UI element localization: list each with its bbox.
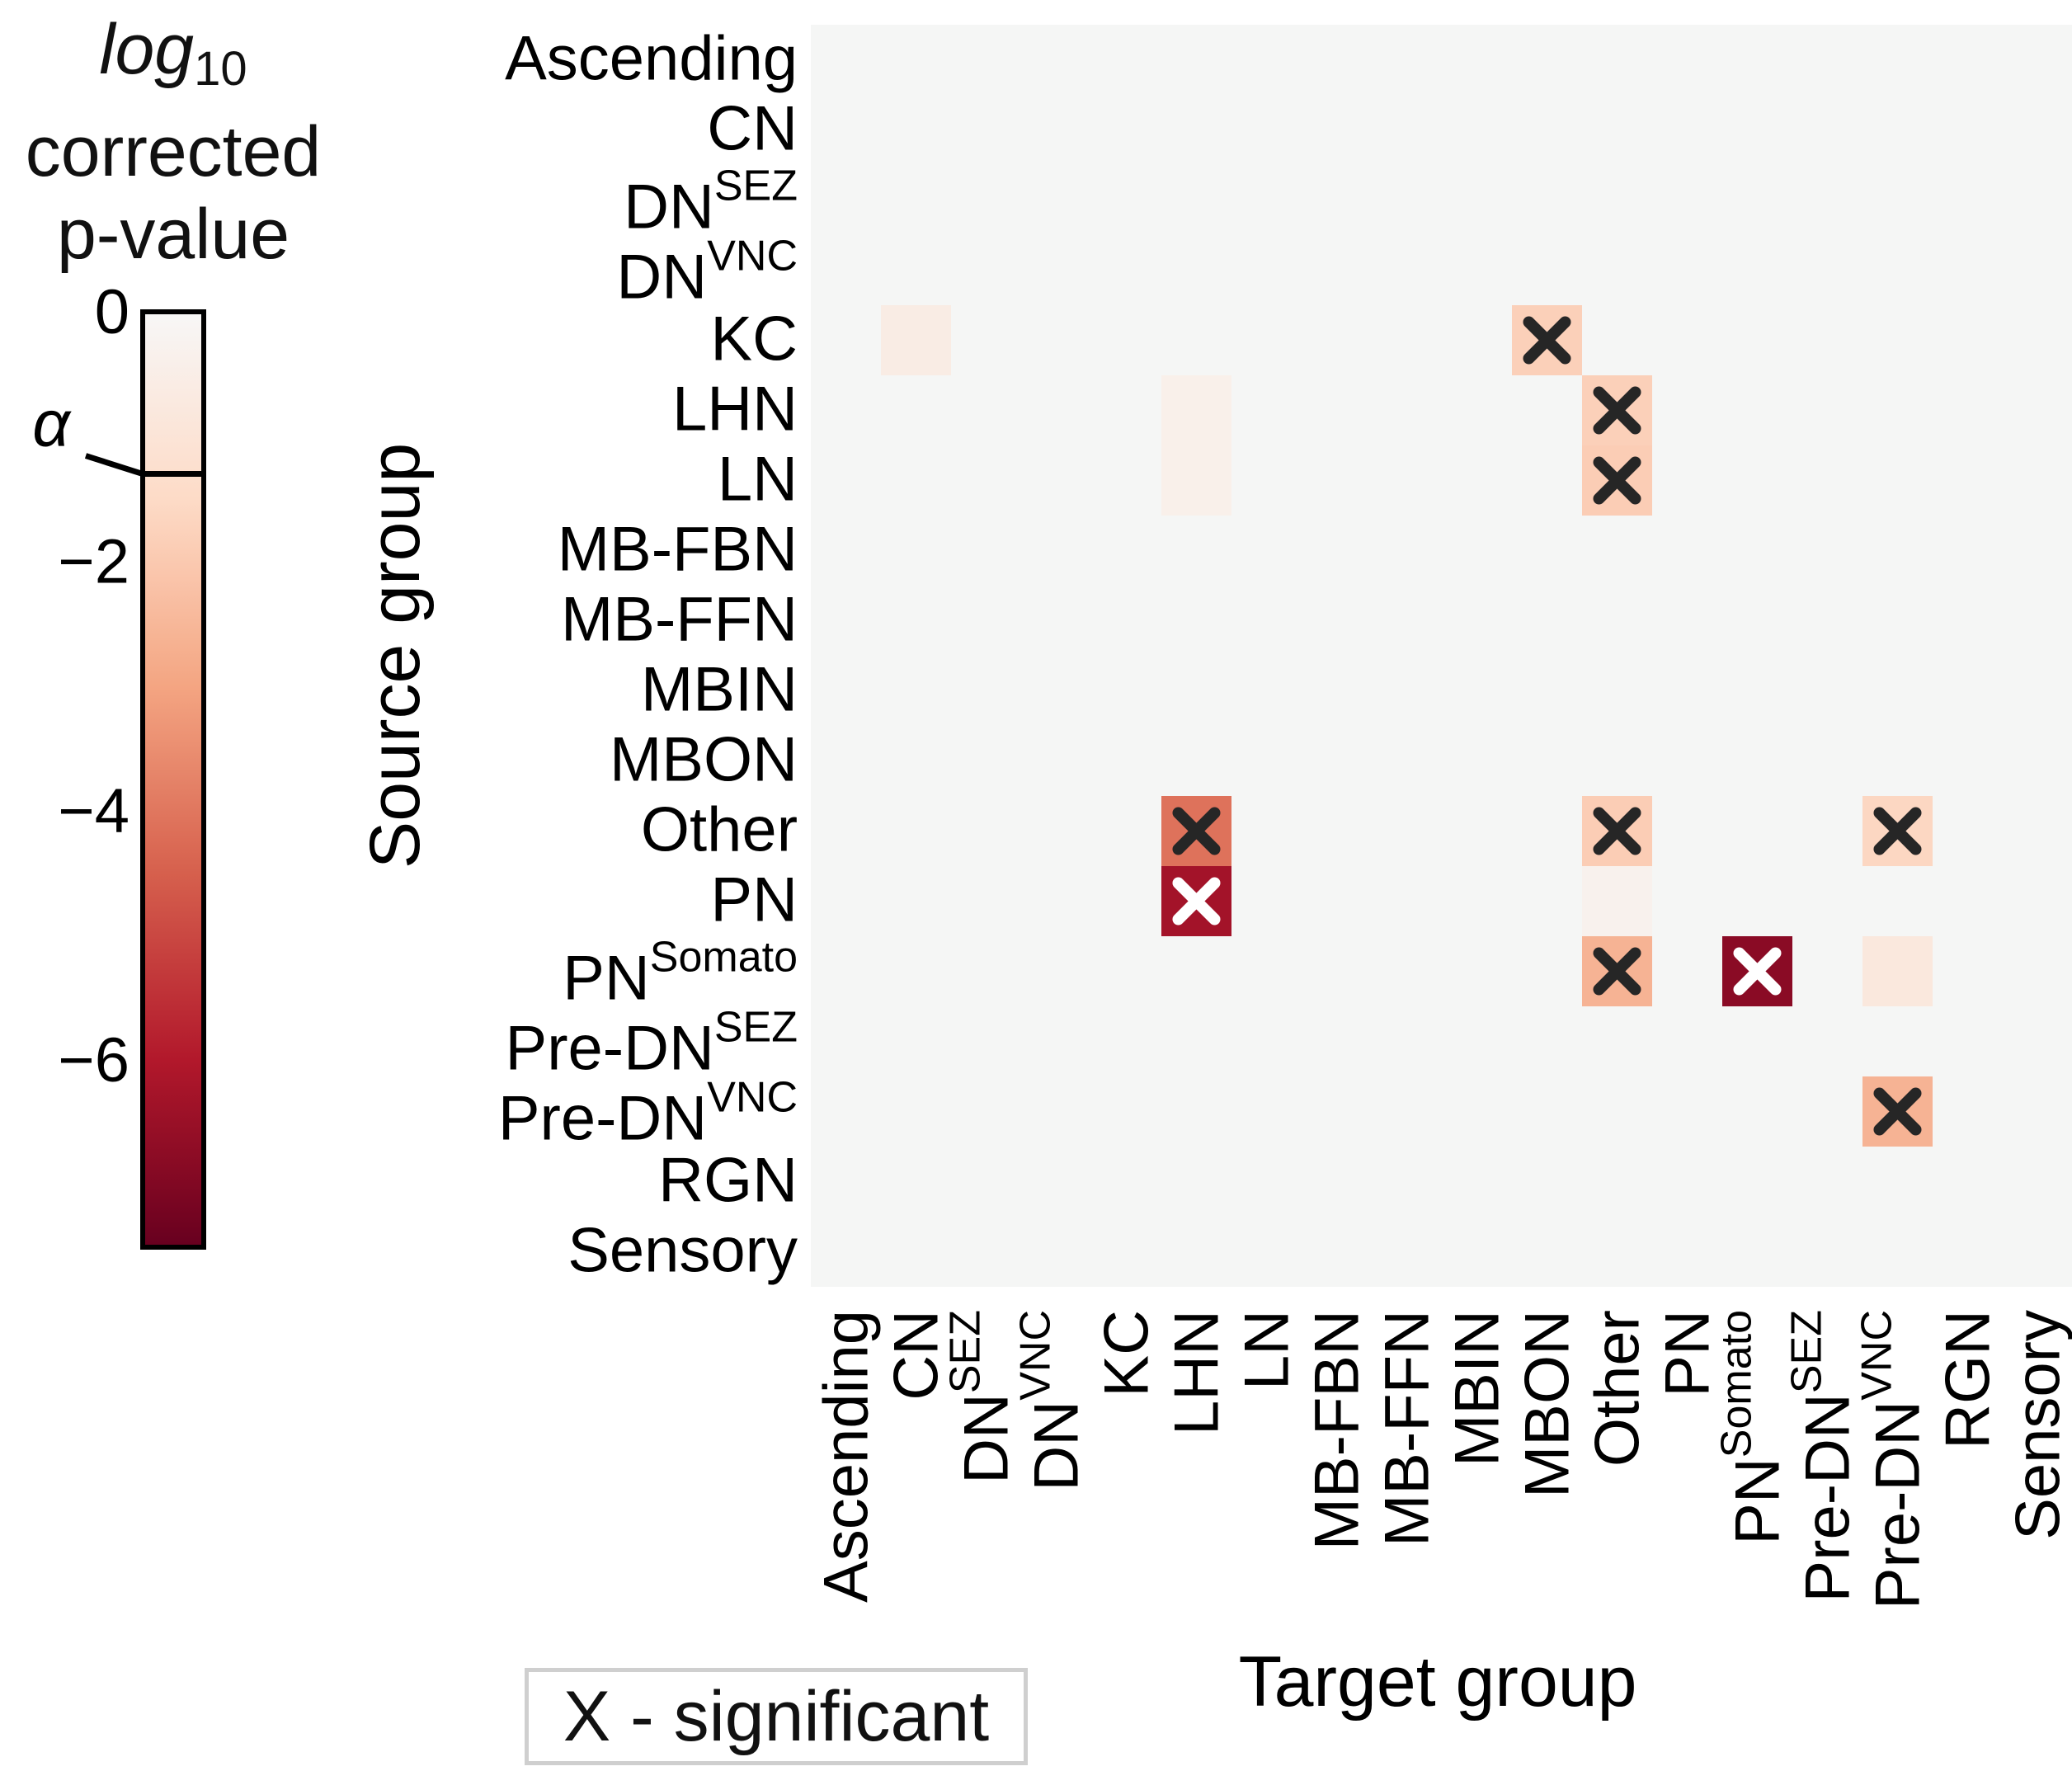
heatmap: [811, 25, 2072, 1287]
heatmap-cell: [1161, 375, 1231, 445]
row-label: RGN: [658, 1146, 798, 1216]
colorbar-title: log10 corrected p-value: [0, 8, 346, 276]
column-label: KC: [1092, 1310, 1162, 1397]
significance-x-mark: [1873, 807, 1922, 855]
x-mark-stroke: [1172, 807, 1221, 855]
row-label: MBON: [610, 725, 798, 795]
colorbar-bar: [140, 309, 206, 1250]
significance-x-mark: [1593, 456, 1641, 505]
row-label: PNSomato: [563, 934, 798, 1014]
colorbar-tick-label: 0: [95, 277, 130, 347]
colorbar-title-log: log: [99, 10, 195, 89]
colorbar-tick-label: −2: [58, 526, 130, 596]
x-mark-stroke: [1593, 386, 1641, 435]
row-label: Other: [641, 795, 798, 865]
column-label: Sensory: [2004, 1310, 2072, 1540]
alpha-pointer: [84, 453, 144, 477]
x-axis-title: Target group: [1239, 1642, 1637, 1722]
y-axis-title: Source group: [356, 443, 435, 869]
colorbar-title-line3: p-value: [56, 195, 290, 274]
row-label: Ascending: [505, 24, 798, 94]
row-label: KC: [710, 304, 798, 374]
significance-x-mark: [1733, 947, 1782, 996]
heatmap-background: [811, 25, 2072, 1287]
significance-x-mark: [1593, 386, 1641, 435]
x-mark-stroke: [1172, 877, 1221, 926]
column-label: PNSomato: [1713, 1310, 1793, 1545]
significance-x-mark: [1593, 807, 1641, 855]
column-label: MBIN: [1443, 1310, 1513, 1467]
row-label: DNSEZ: [624, 162, 798, 243]
row-label: LN: [718, 445, 798, 515]
x-mark-stroke: [1593, 807, 1641, 855]
column-label: MBON: [1513, 1310, 1583, 1498]
column-label: DNSEZ: [942, 1310, 1022, 1484]
row-label: MB-FBN: [558, 515, 798, 585]
column-label: DNVNC: [1012, 1310, 1092, 1491]
column-label: MB-FFN: [1373, 1310, 1443, 1547]
colorbar-title-line2: corrected: [25, 112, 322, 191]
column-label: Pre-DNVNC: [1853, 1310, 1933, 1609]
significance-x-mark: [1523, 316, 1571, 365]
significance-legend: X - significant: [525, 1668, 1028, 1765]
significance-legend-text: X - significant: [563, 1676, 990, 1756]
column-label: Pre-DNSEZ: [1783, 1310, 1863, 1603]
significance-x-mark: [1593, 947, 1641, 996]
colorbar-tick-label: −4: [58, 776, 130, 846]
column-label: RGN: [1933, 1310, 2004, 1449]
heatmap-cell: [1582, 866, 1652, 936]
row-label: MBIN: [641, 655, 798, 725]
x-mark-stroke: [1733, 947, 1782, 996]
row-label: Pre-DNVNC: [498, 1074, 798, 1154]
heatmap-cell: [1161, 445, 1231, 516]
x-mark-stroke: [1873, 1087, 1922, 1136]
significance-x-mark: [1172, 877, 1221, 926]
column-label: Other: [1583, 1310, 1653, 1467]
colorbar-title-subscript: 10: [194, 42, 247, 96]
row-label: LHN: [672, 374, 798, 445]
x-mark-stroke: [1873, 807, 1922, 855]
significance-x-mark: [1873, 1087, 1922, 1136]
column-label: MB-FBN: [1302, 1310, 1373, 1550]
significance-x-mark: [1172, 807, 1221, 855]
row-label: Sensory: [567, 1216, 798, 1286]
heatmap-cell: [881, 305, 951, 375]
column-label: Ascending: [812, 1310, 882, 1603]
column-label: CN: [882, 1310, 952, 1401]
row-label: Pre-DNSEZ: [506, 1004, 798, 1084]
alpha-label: α: [32, 387, 72, 460]
colorbar-tick-label: −6: [58, 1025, 130, 1095]
column-label: PN: [1653, 1310, 1723, 1397]
heatmap-cell: [1862, 936, 1933, 1006]
row-label: PN: [710, 865, 798, 935]
row-label: DNVNC: [616, 233, 798, 313]
column-label: LHN: [1162, 1310, 1232, 1435]
row-label: MB-FFN: [561, 585, 798, 655]
x-mark-stroke: [1593, 947, 1641, 996]
x-mark-stroke: [1523, 316, 1571, 365]
row-label: CN: [707, 94, 798, 164]
x-mark-stroke: [1593, 456, 1641, 505]
column-label: LN: [1232, 1310, 1302, 1390]
colorbar: 0 −2 −4 −6 α: [32, 277, 206, 1250]
